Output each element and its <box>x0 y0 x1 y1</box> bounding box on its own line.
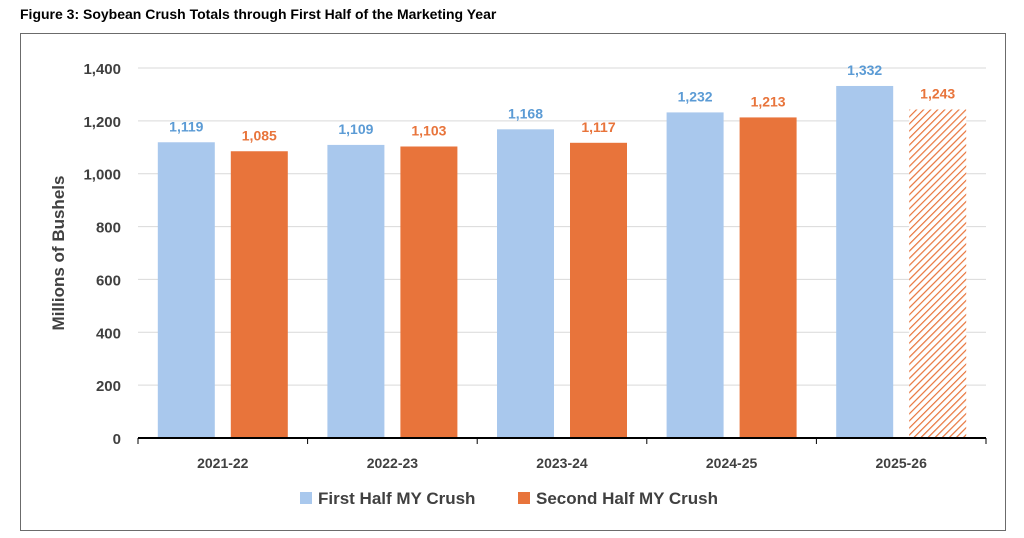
data-label: 1,168 <box>508 105 543 121</box>
x-tick-label: 2023-24 <box>536 455 588 471</box>
bar-second-half <box>739 117 797 439</box>
y-tick-label: 600 <box>96 272 121 289</box>
axes: 0 200 400 600 800 1,000 1,200 1,400 Millions of … <box>49 61 987 471</box>
data-label: 1,103 <box>411 122 446 138</box>
bar-second-half <box>400 146 458 438</box>
y-tick-label: 1,200 <box>83 114 121 131</box>
bar-first-half <box>497 129 554 439</box>
data-labels: 1,119 1,085 1,109 1,103 1,168 1,117 1,232 1,213… <box>169 62 955 143</box>
legend: First Half MY Crush Second Half MY Crush <box>300 489 718 508</box>
y-tick-label: 200 <box>96 378 121 395</box>
y-tick-label: 1,000 <box>83 167 121 184</box>
bars <box>157 85 967 439</box>
bar-first-half <box>157 142 215 438</box>
bar-first-half <box>666 112 724 439</box>
y-tick-label: 0 <box>113 431 121 448</box>
legend-swatch-first-half <box>300 492 312 504</box>
x-tick-label: 2022-23 <box>367 455 419 471</box>
y-tick-label: 1,400 <box>83 61 121 78</box>
bar-first-half <box>836 85 894 438</box>
x-tick-label: 2025-26 <box>876 455 928 471</box>
figure-title: Figure 3: Soybean Crush Totals through F… <box>20 6 497 22</box>
bar-first-half <box>327 144 385 438</box>
data-label: 1,085 <box>242 127 277 143</box>
legend-label-first-half: First Half MY Crush <box>318 489 475 508</box>
bar-second-half <box>230 151 288 438</box>
y-tick-label: 400 <box>96 325 121 342</box>
data-label: 1,109 <box>338 121 373 137</box>
data-label: 1,243 <box>920 85 955 101</box>
x-tick-label: 2024-25 <box>706 455 758 471</box>
data-label: 1,117 <box>581 119 615 135</box>
data-label: 1,332 <box>847 62 882 78</box>
x-tick-label: 2021-22 <box>197 455 249 471</box>
y-axis-label: Millions of Bushels <box>49 176 68 331</box>
data-label: 1,232 <box>678 88 713 104</box>
y-tick-label: 800 <box>96 220 121 237</box>
legend-label-second-half: Second Half MY Crush <box>536 489 718 508</box>
data-label: 1,213 <box>751 93 786 109</box>
bar-second-half <box>909 109 967 438</box>
bar-second-half <box>570 142 627 439</box>
legend-swatch-second-half <box>518 492 530 504</box>
data-label: 1,119 <box>169 118 203 134</box>
